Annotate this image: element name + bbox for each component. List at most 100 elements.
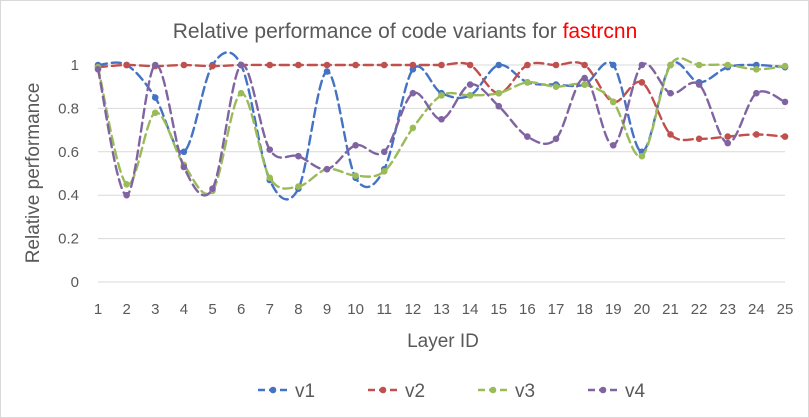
data-point-v4 xyxy=(323,165,331,173)
series-layer xyxy=(94,51,789,201)
x-tick-label: 16 xyxy=(519,301,536,318)
data-point-v2 xyxy=(352,61,359,69)
legend-marker-v1 xyxy=(269,386,277,394)
y-tick-label: 1 xyxy=(71,57,79,74)
data-point-v3 xyxy=(466,92,474,99)
data-point-v3 xyxy=(724,61,732,69)
data-point-v2 xyxy=(180,61,188,69)
data-point-v3 xyxy=(609,98,617,106)
data-point-v2 xyxy=(123,61,130,69)
chart-title-text: Relative performance of code variants fo… xyxy=(173,20,563,43)
legend-marker-v4 xyxy=(599,386,607,394)
data-point-v2 xyxy=(295,61,302,69)
x-tick-label: 5 xyxy=(208,301,216,318)
data-point-v4 xyxy=(781,98,789,106)
data-point-v4 xyxy=(495,102,503,110)
data-point-v3 xyxy=(667,61,674,69)
x-tick-label: 6 xyxy=(237,301,245,318)
data-point-v4 xyxy=(524,133,531,140)
data-point-v3 xyxy=(295,183,302,190)
data-point-v3 xyxy=(495,89,503,97)
data-point-v4 xyxy=(638,61,646,69)
legend-label-v4: v4 xyxy=(625,381,646,402)
series-v2 xyxy=(94,61,789,143)
series-v4 xyxy=(94,61,789,199)
data-point-v4 xyxy=(123,191,130,199)
data-point-v3 xyxy=(123,181,130,188)
x-tick-label: 2 xyxy=(122,301,130,318)
data-point-v2 xyxy=(724,133,732,140)
data-point-v2 xyxy=(638,79,646,86)
data-point-v2 xyxy=(581,61,588,69)
data-point-v2 xyxy=(409,61,417,69)
y-axis-title: Relative performance xyxy=(23,83,44,264)
data-point-v3 xyxy=(352,172,359,179)
data-point-v4 xyxy=(438,115,445,123)
data-point-v2 xyxy=(781,133,789,140)
data-point-v2 xyxy=(552,61,560,69)
series-line-v4 xyxy=(96,62,787,197)
data-point-v3 xyxy=(638,152,646,160)
data-point-v2 xyxy=(466,61,474,69)
legend: v1 v2 v3 v4 xyxy=(258,381,646,402)
data-point-v3 xyxy=(266,174,274,182)
x-tick-label: 19 xyxy=(605,301,622,318)
x-tick-label: 9 xyxy=(323,301,331,318)
x-tick-label: 22 xyxy=(691,301,708,318)
x-tick-label: 11 xyxy=(376,301,392,318)
data-point-v4 xyxy=(151,61,159,69)
data-point-v1 xyxy=(609,61,617,69)
legend-marker-v2 xyxy=(379,386,387,394)
series-v3 xyxy=(94,57,789,195)
x-tick-label: 7 xyxy=(266,301,274,318)
data-point-v3 xyxy=(151,109,159,117)
chart-title: Relative performance of code variants fo… xyxy=(173,20,638,43)
x-tick-label: 17 xyxy=(548,301,565,318)
data-point-v4 xyxy=(552,135,560,143)
data-point-v4 xyxy=(409,89,417,97)
data-point-v4 xyxy=(695,81,703,88)
data-point-v1 xyxy=(151,94,159,101)
y-tick-label: 0.4 xyxy=(58,187,79,204)
x-tick-label: 8 xyxy=(294,301,302,318)
data-point-v2 xyxy=(266,61,274,69)
y-tick-label: 0.8 xyxy=(58,100,79,117)
legend-item-v2: v2 xyxy=(368,381,425,402)
y-tick-label: 0.2 xyxy=(58,231,79,248)
data-point-v3 xyxy=(781,62,789,70)
data-point-v2 xyxy=(380,61,388,69)
data-point-v4 xyxy=(724,139,732,147)
data-point-v4 xyxy=(352,141,359,149)
data-point-v1 xyxy=(495,61,503,69)
series-v1 xyxy=(94,51,789,201)
x-tick-label: 20 xyxy=(634,301,651,318)
data-point-v3 xyxy=(409,124,417,132)
y-tick-label: 0.6 xyxy=(58,144,79,161)
data-point-v4 xyxy=(667,89,674,97)
data-point-v3 xyxy=(237,89,245,97)
data-point-v3 xyxy=(695,61,703,69)
x-tick-label: 1 xyxy=(94,301,102,318)
data-point-v3 xyxy=(581,81,588,88)
series-line-v3 xyxy=(96,57,787,195)
data-point-v4 xyxy=(295,152,302,160)
data-point-v4 xyxy=(581,74,588,82)
x-tick-label: 24 xyxy=(748,301,765,318)
data-point-v2 xyxy=(695,135,703,143)
data-point-v1 xyxy=(323,68,331,75)
data-point-v4 xyxy=(466,81,474,88)
legend-label-v1: v1 xyxy=(295,381,315,402)
x-tick-label: 21 xyxy=(662,301,679,318)
x-tick-label: 23 xyxy=(719,301,736,318)
data-point-v2 xyxy=(438,61,445,69)
data-point-v2 xyxy=(667,131,674,138)
legend-label-v3: v3 xyxy=(515,381,535,402)
x-tick-label: 18 xyxy=(576,301,593,318)
x-tick-label: 12 xyxy=(405,301,422,318)
x-axis-title: Layer ID xyxy=(407,331,479,352)
data-point-v1 xyxy=(180,148,188,156)
data-point-v4 xyxy=(180,163,188,171)
legend-item-v3: v3 xyxy=(478,381,535,402)
x-tick-label: 10 xyxy=(347,301,364,318)
